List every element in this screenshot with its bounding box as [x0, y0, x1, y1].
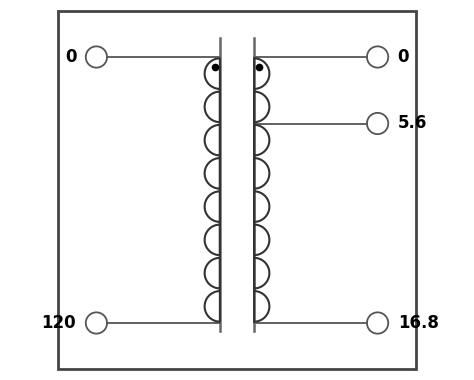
Text: 5.6: 5.6: [398, 114, 427, 133]
Text: 16.8: 16.8: [398, 314, 438, 332]
Text: 120: 120: [42, 314, 76, 332]
Text: 0: 0: [65, 48, 76, 66]
Text: 0: 0: [398, 48, 409, 66]
